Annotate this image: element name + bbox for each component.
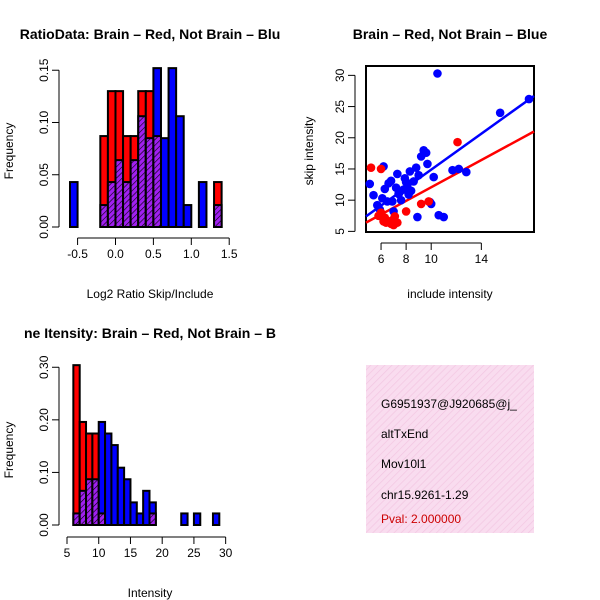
info-gene-name: Mov10l1 [381, 457, 427, 471]
not-brain-point [439, 212, 449, 222]
p1-x-tick-label: 0.5 [145, 247, 162, 261]
p2-y-tick-label: 20 [333, 131, 347, 145]
p1-x-tick-label: 0.0 [107, 247, 124, 261]
p1-y-tick-label: 0.05 [37, 163, 51, 187]
p3-x-tick-label: 30 [219, 546, 233, 560]
p1-overlap-bar [99, 204, 109, 229]
not-brain-point [369, 190, 378, 200]
not-brain-fit-line [365, 94, 535, 218]
not-brain-point [454, 164, 464, 174]
p2-y-tick-label: 30 [333, 68, 347, 82]
p1-overlap-bar [106, 181, 117, 228]
p1-overlap-bar [122, 181, 132, 228]
info-location: chr15.9261-1.29 [381, 488, 469, 502]
p2-y-tick-label: 25 [333, 100, 347, 114]
p1-not-brain-bar [182, 204, 193, 229]
p2-y-tick-label: 10 [333, 193, 347, 207]
p3-x-tick-label: 5 [64, 546, 71, 560]
p1-overlap-bar [114, 159, 125, 228]
not-brain-point [411, 163, 421, 173]
not-brain-point [429, 172, 439, 182]
p2-x-tick-label: 14 [475, 252, 489, 266]
p1-y-tick-label: 0.15 [37, 58, 51, 82]
brain-point [380, 213, 390, 222]
brain-point [416, 199, 426, 209]
not-brain-point [365, 179, 375, 189]
p1-not-brain-bar [167, 67, 178, 228]
not-brain-point [393, 169, 402, 179]
info-event-id: G6951937@J920685@j_ [381, 397, 517, 411]
p1-overlap-bar [152, 135, 162, 228]
intensity-histogram-xlabel: Intensity [128, 586, 173, 600]
not-brain-point [423, 159, 432, 169]
p1-overlap-bar [213, 204, 223, 229]
not-brain-point [388, 197, 397, 206]
p1-x-tick-label: -0.5 [67, 247, 88, 261]
info-pval: Pval: 2.000000 [381, 512, 461, 526]
p3-x-tick-label: 20 [156, 546, 170, 560]
p2-y-tick-label: 15 [333, 162, 347, 176]
scatter-plot-frame [365, 65, 535, 233]
brain-point [376, 164, 386, 174]
not-brain-point [409, 177, 418, 186]
not-brain-point [414, 170, 423, 180]
p1-overlap-bar [137, 115, 147, 228]
intensity-histogram-title: ne Itensity: Brain – Red, Not Brain – B [24, 325, 276, 341]
p3-x-tick-label: 15 [124, 546, 138, 560]
brain-point [453, 137, 462, 147]
scatter-title: Brain – Red, Not Brain – Blue [353, 26, 548, 42]
brain-point [366, 163, 376, 173]
p3-not-brain-bar [211, 512, 221, 526]
not-brain-point [461, 167, 471, 177]
p1-x-tick-label: 1.5 [221, 247, 238, 261]
p2-x-tick-label: 8 [403, 252, 410, 266]
p1-overlap-bar [144, 137, 155, 228]
not-brain-point [386, 176, 396, 186]
not-brain-point [405, 167, 415, 176]
p3-not-brain-bar [192, 512, 202, 526]
p1-not-brain-bar [197, 181, 208, 228]
p3-not-brain-bar [180, 512, 189, 526]
ratio-histogram-panel: RatioData: Brain – Red, Not Brain – Blu … [2, 26, 280, 301]
p1-y-tick-label: 0.00 [37, 215, 51, 239]
brain-point [424, 197, 433, 206]
not-brain-point [394, 189, 403, 199]
info-event-type: altTxEnd [381, 427, 428, 441]
p1-not-brain-bar [175, 115, 185, 228]
p3-x-tick-label: 10 [92, 546, 106, 560]
scatter-panel: Brain – Red, Not Brain – Blue 6 8 10 14 5 10… [302, 26, 547, 301]
not-brain-point [413, 212, 422, 222]
p3-x-tick-label: 25 [187, 546, 201, 560]
intensity-histogram-ylabel: Frequency [2, 422, 16, 479]
p3-overlap-bar [148, 512, 157, 526]
brain-point [401, 207, 411, 216]
not-brain-point [433, 69, 442, 78]
p2-x-tick-label: 10 [425, 252, 439, 266]
p1-y-tick-label: 0.10 [37, 110, 51, 134]
info-box: G6951937@J920685@j_ altTxEnd Mov10l1 chr… [366, 365, 534, 533]
ratio-histogram-xlabel: Log2 Ratio Skip/Include [87, 287, 214, 301]
ratio-histogram-title: RatioData: Brain – Red, Not Brain – Blu [20, 26, 281, 42]
not-brain-point [524, 94, 534, 104]
p1-x-tick-label: 1.0 [183, 247, 200, 261]
p2-x-tick-label: 6 [378, 252, 385, 266]
brain-point [390, 212, 400, 221]
ratio-histogram-ylabel: Frequency [2, 123, 16, 180]
not-brain-point [421, 148, 431, 158]
not-brain-point [495, 108, 505, 118]
p3-y-tick-label: 0.20 [37, 408, 51, 432]
not-brain-point [403, 182, 412, 192]
p1-not-brain-bar [159, 137, 170, 228]
info-box-background [366, 365, 534, 533]
p3-y-tick-label: 0.30 [37, 355, 51, 379]
scatter-xlabel: include intensity [407, 287, 492, 301]
scatter-ylabel: skip intensity [302, 117, 316, 186]
p1-not-brain-bar [69, 181, 79, 228]
p3-y-tick-label: 0.10 [37, 460, 51, 484]
p1-overlap-bar [129, 159, 140, 228]
intensity-histogram-panel: ne Itensity: Brain – Red, Not Brain – B … [2, 325, 276, 600]
p2-y-tick-label: 5 [333, 228, 347, 235]
p3-y-tick-label: 0.00 [37, 513, 51, 537]
